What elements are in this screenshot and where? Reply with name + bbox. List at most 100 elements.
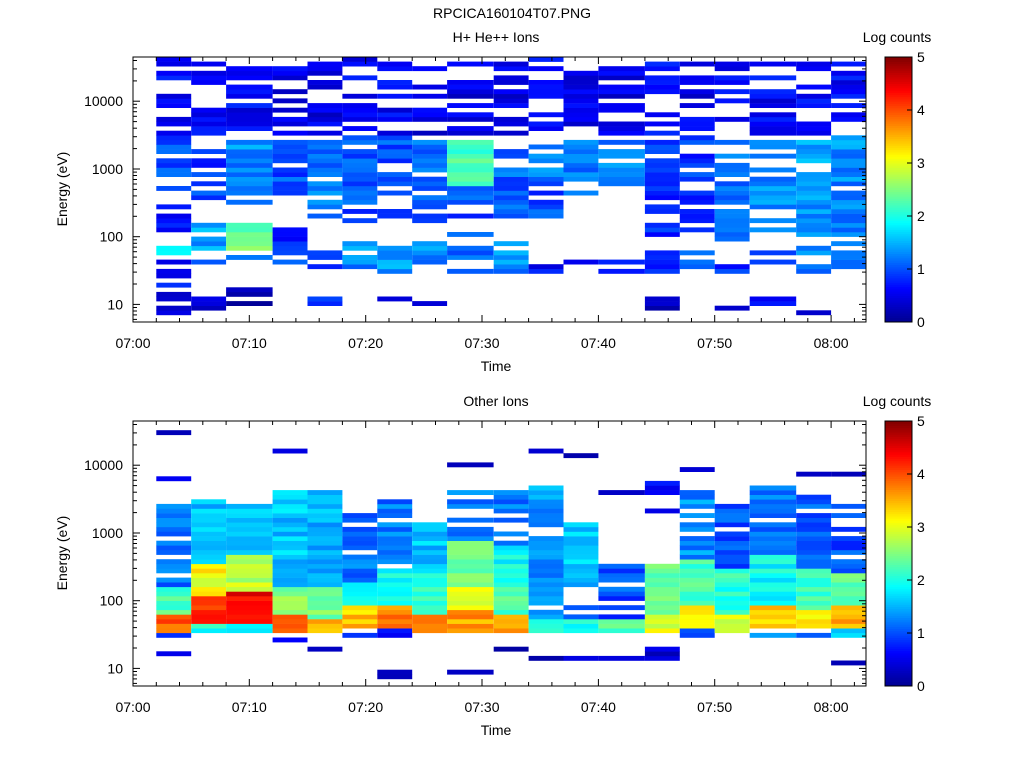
heatmap-cell bbox=[493, 204, 529, 210]
heatmap-cell bbox=[377, 255, 413, 260]
heatmap-cell bbox=[679, 573, 715, 578]
heatmap-cell bbox=[412, 540, 448, 546]
heatmap-cell bbox=[714, 213, 750, 219]
heatmap-cell bbox=[749, 605, 797, 611]
heatmap-cell bbox=[156, 596, 192, 601]
heatmap-cell bbox=[191, 301, 227, 306]
heatmap-cell bbox=[563, 259, 599, 265]
heatmap-cell bbox=[156, 149, 192, 154]
colorbar-swatch bbox=[885, 458, 912, 462]
heatmap-cell bbox=[191, 107, 227, 113]
colorbar-swatch bbox=[885, 593, 912, 596]
heatmap-cell bbox=[679, 139, 715, 145]
heatmap-cell bbox=[563, 107, 599, 113]
heatmap-cell bbox=[749, 167, 797, 173]
colorbar-swatch bbox=[885, 76, 912, 80]
heatmap-cell bbox=[342, 559, 378, 565]
colorbar-swatch bbox=[885, 313, 912, 316]
heatmap-cell bbox=[342, 112, 378, 118]
heatmap-cell bbox=[493, 605, 529, 611]
colorbar-swatch bbox=[885, 169, 912, 173]
x-tick-label: 07:40 bbox=[581, 699, 616, 715]
heatmap-cell bbox=[307, 158, 343, 164]
heatmap-cell bbox=[749, 199, 797, 205]
heatmap-cell bbox=[447, 573, 494, 578]
heatmap-cell bbox=[272, 568, 308, 574]
heatmap-cell bbox=[796, 144, 832, 150]
heatmap-cell bbox=[447, 176, 494, 182]
heatmap-cell bbox=[749, 195, 797, 201]
heatmap-cell bbox=[831, 172, 866, 177]
heatmap-cell bbox=[342, 241, 378, 247]
heatmap-cell bbox=[749, 89, 797, 95]
heatmap-cell bbox=[493, 209, 529, 214]
heatmap-cell bbox=[307, 213, 343, 219]
heatmap-cell bbox=[447, 195, 494, 201]
heatmap-cell bbox=[412, 162, 448, 168]
heatmap-cell bbox=[493, 61, 529, 67]
heatmap-cell bbox=[598, 490, 645, 495]
heatmap-cell bbox=[679, 93, 715, 99]
colorbar-tick-label: 2 bbox=[917, 572, 925, 588]
heatmap-cell bbox=[598, 121, 645, 127]
heatmap-cell bbox=[342, 513, 378, 518]
heatmap-cell bbox=[226, 139, 273, 145]
heatmap-cell bbox=[272, 522, 308, 528]
colorbar-swatch bbox=[885, 101, 912, 104]
heatmap-cell bbox=[493, 153, 529, 159]
colorbar-tick-label: 1 bbox=[917, 261, 925, 277]
colorbar-swatch bbox=[885, 129, 912, 133]
heatmap-cell bbox=[412, 623, 448, 629]
heatmap-cell bbox=[226, 227, 273, 233]
heatmap-cell bbox=[796, 195, 832, 201]
heatmap-cell bbox=[377, 545, 413, 551]
heatmap-cell bbox=[679, 89, 715, 95]
heatmap-cell bbox=[528, 112, 564, 118]
heatmap-cell bbox=[493, 264, 529, 270]
heatmap-cell bbox=[563, 577, 599, 583]
colorbar-swatch bbox=[885, 112, 912, 115]
colorbar-swatch bbox=[885, 176, 912, 179]
heatmap-cell bbox=[226, 605, 273, 611]
heatmap-cell bbox=[714, 172, 750, 177]
heatmap-cell bbox=[679, 499, 715, 505]
heatmap-cell bbox=[714, 573, 750, 578]
heatmap-cell bbox=[377, 153, 413, 159]
heatmap-cell bbox=[796, 204, 832, 210]
heatmap-cell bbox=[307, 526, 343, 532]
heatmap-cell bbox=[831, 623, 866, 629]
heatmap-cell bbox=[377, 586, 413, 592]
colorbar-swatch bbox=[885, 167, 912, 171]
heatmap-cell bbox=[377, 176, 413, 182]
heatmap-cell bbox=[156, 517, 192, 523]
heatmap-cell bbox=[191, 586, 227, 592]
heatmap-cell bbox=[796, 264, 832, 270]
heatmap-cell bbox=[528, 513, 564, 518]
heatmap-cell bbox=[714, 545, 750, 551]
heatmap-cell bbox=[412, 93, 448, 99]
heatmap-cell bbox=[831, 660, 866, 666]
heatmap-cell bbox=[563, 623, 599, 629]
heatmap-cell bbox=[377, 596, 413, 601]
colorbar-swatch bbox=[885, 253, 912, 257]
heatmap-cell bbox=[191, 508, 227, 514]
heatmap-cell bbox=[156, 550, 192, 555]
heatmap-cell bbox=[307, 545, 343, 551]
heatmap-cell bbox=[226, 199, 273, 205]
colorbar-swatch bbox=[885, 617, 912, 621]
heatmap-cell bbox=[714, 605, 750, 611]
heatmap-cell bbox=[156, 296, 192, 302]
colorbar-swatch bbox=[885, 200, 912, 204]
colorbar-swatch bbox=[885, 59, 912, 62]
colorbar-swatch bbox=[885, 606, 912, 610]
heatmap-cell bbox=[598, 103, 645, 108]
heatmap-cell bbox=[679, 80, 715, 85]
heatmap-cell bbox=[831, 176, 866, 182]
colorbar-swatch bbox=[885, 107, 912, 111]
heatmap-cell bbox=[272, 573, 308, 578]
heatmap-cell bbox=[272, 241, 308, 247]
heatmap-cell bbox=[679, 559, 715, 565]
heatmap-cell bbox=[342, 181, 378, 187]
heatmap-cell bbox=[679, 596, 715, 601]
